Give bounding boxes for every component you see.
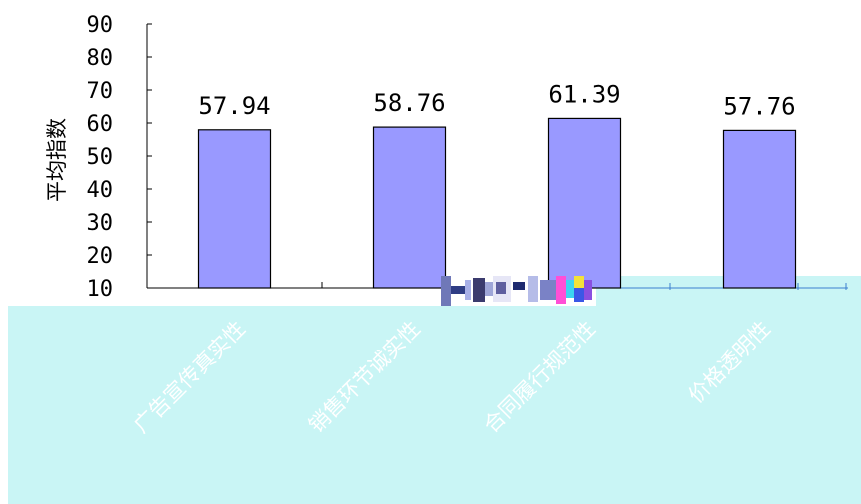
y-tick-label: 30 [87,211,114,236]
bar-value-label: 57.76 [723,92,795,120]
y-tick-label: 50 [87,145,114,170]
cyan-overlay [8,306,861,504]
y-tick-label: 90 [87,13,114,38]
data-labels: 57.94 58.76 61.39 57.76 [198,80,795,120]
bar [722,129,797,289]
bar [547,117,622,289]
y-tick-label: 70 [87,79,114,104]
y-tick-label: 40 [87,178,114,203]
bar-value-label: 61.39 [548,80,620,108]
y-ticks: 10 20 30 40 50 60 70 80 90 [87,13,152,302]
y-axis-label: 平均指数 [45,118,69,202]
bar [372,126,447,289]
bar [197,129,272,289]
y-tick-label: 10 [87,277,114,302]
y-tick-label: 60 [87,112,114,137]
glitch-artifact [441,276,592,306]
y-tick-label: 80 [87,46,114,71]
bar-value-label: 58.76 [373,89,445,117]
bars [197,117,797,289]
y-tick-label: 20 [87,244,114,269]
bar-value-label: 57.94 [198,92,270,120]
